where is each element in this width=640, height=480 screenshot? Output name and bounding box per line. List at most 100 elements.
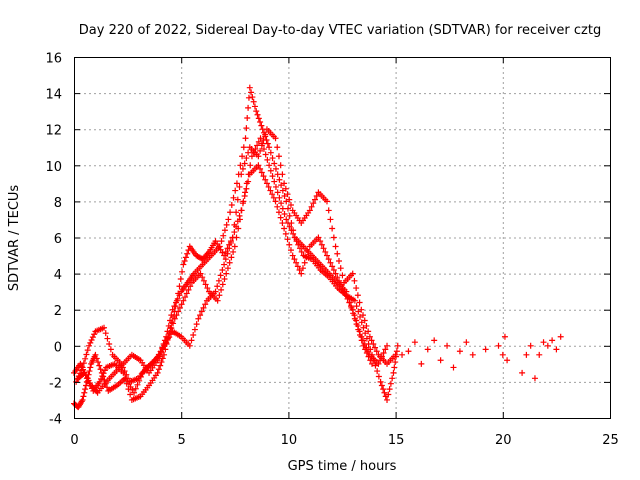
data-point: [377, 357, 384, 364]
data-point: [176, 304, 183, 311]
data-point: [353, 285, 360, 292]
data-point: [269, 155, 276, 162]
data-point: [272, 183, 279, 190]
data-point: [362, 346, 369, 353]
data-point: [290, 230, 297, 237]
data-point: [245, 104, 252, 111]
data-point: [88, 337, 95, 344]
y-tick-label: -4: [49, 413, 62, 428]
data-point: [540, 339, 547, 346]
data-point: [197, 312, 204, 319]
data-point: [257, 135, 264, 142]
data-point: [197, 270, 204, 277]
data-point: [354, 292, 361, 299]
data-point: [125, 386, 132, 393]
data-point: [258, 169, 265, 176]
data-point: [163, 339, 170, 346]
data-point: [104, 335, 111, 342]
data-point: [394, 342, 401, 349]
data-point: [294, 263, 301, 270]
data-point: [258, 122, 265, 129]
data-point: [101, 367, 108, 374]
data-point: [134, 381, 141, 388]
data-point: [183, 290, 190, 297]
data-point: [288, 227, 295, 234]
data-point: [238, 207, 245, 214]
data-point: [195, 315, 202, 322]
data-point: [431, 337, 438, 344]
data-point: [358, 319, 365, 326]
data-point: [226, 245, 233, 252]
data-point: [239, 165, 246, 172]
data-point: [339, 272, 346, 279]
series-track-2: [71, 126, 399, 403]
data-point: [218, 238, 225, 245]
y-tick-label: 0: [54, 340, 62, 355]
data-point: [243, 185, 250, 192]
data-point: [325, 207, 332, 214]
data-point: [263, 180, 270, 187]
data-point: [220, 232, 227, 239]
data-point: [185, 286, 192, 293]
data-point: [225, 216, 232, 223]
data-point: [264, 156, 271, 163]
data-point: [173, 312, 180, 319]
data-point: [230, 194, 237, 201]
data-point: [131, 389, 138, 396]
data-point: [348, 304, 355, 311]
data-point: [215, 277, 222, 284]
data-point: [270, 194, 277, 201]
data-point: [80, 360, 87, 367]
data-point: [228, 254, 235, 261]
data-point: [224, 250, 231, 257]
data-point: [320, 245, 327, 252]
data-point: [96, 362, 103, 369]
data-point: [219, 266, 226, 273]
data-point: [368, 337, 375, 344]
data-point: [327, 259, 334, 266]
data-point: [245, 94, 252, 101]
data-point: [355, 326, 362, 333]
chart-title: Day 220 of 2022, Sidereal Day-to-day VTE…: [79, 23, 601, 38]
data-point: [260, 137, 267, 144]
data-point: [387, 380, 394, 387]
data-point: [83, 351, 90, 358]
data-point: [370, 340, 377, 347]
data-point: [254, 111, 261, 118]
data-point: [246, 84, 253, 91]
data-point: [317, 238, 324, 245]
data-point: [418, 360, 425, 367]
data-point: [123, 371, 130, 378]
data-point: [224, 265, 231, 272]
data-point: [154, 369, 161, 376]
data-point: [318, 241, 325, 248]
data-point: [200, 277, 207, 284]
y-tick-labels: -4 -2 0 2 4 6 8 10 12 14 16: [45, 52, 62, 428]
data-point: [221, 261, 228, 268]
data-point: [249, 94, 256, 101]
data-point: [275, 209, 282, 216]
data-point: [281, 192, 288, 199]
data-point: [221, 276, 228, 283]
data-point: [272, 135, 279, 142]
data-point: [97, 366, 104, 373]
data-point: [363, 350, 370, 357]
data-point: [287, 247, 294, 254]
data-point: [89, 334, 96, 341]
data-point: [186, 342, 193, 349]
data-point: [362, 330, 369, 337]
data-point: [125, 375, 132, 382]
data-point: [365, 353, 372, 360]
data-point: [269, 191, 276, 198]
data-point: [100, 370, 107, 377]
data-point: [214, 283, 221, 290]
data-point: [218, 286, 225, 293]
data-point: [104, 384, 111, 391]
data-point: [390, 369, 397, 376]
data-point: [255, 153, 262, 160]
data-point: [168, 319, 175, 326]
data-point: [274, 189, 281, 196]
data-point: [349, 270, 356, 277]
data-point: [244, 115, 251, 122]
data-point: [357, 331, 364, 338]
